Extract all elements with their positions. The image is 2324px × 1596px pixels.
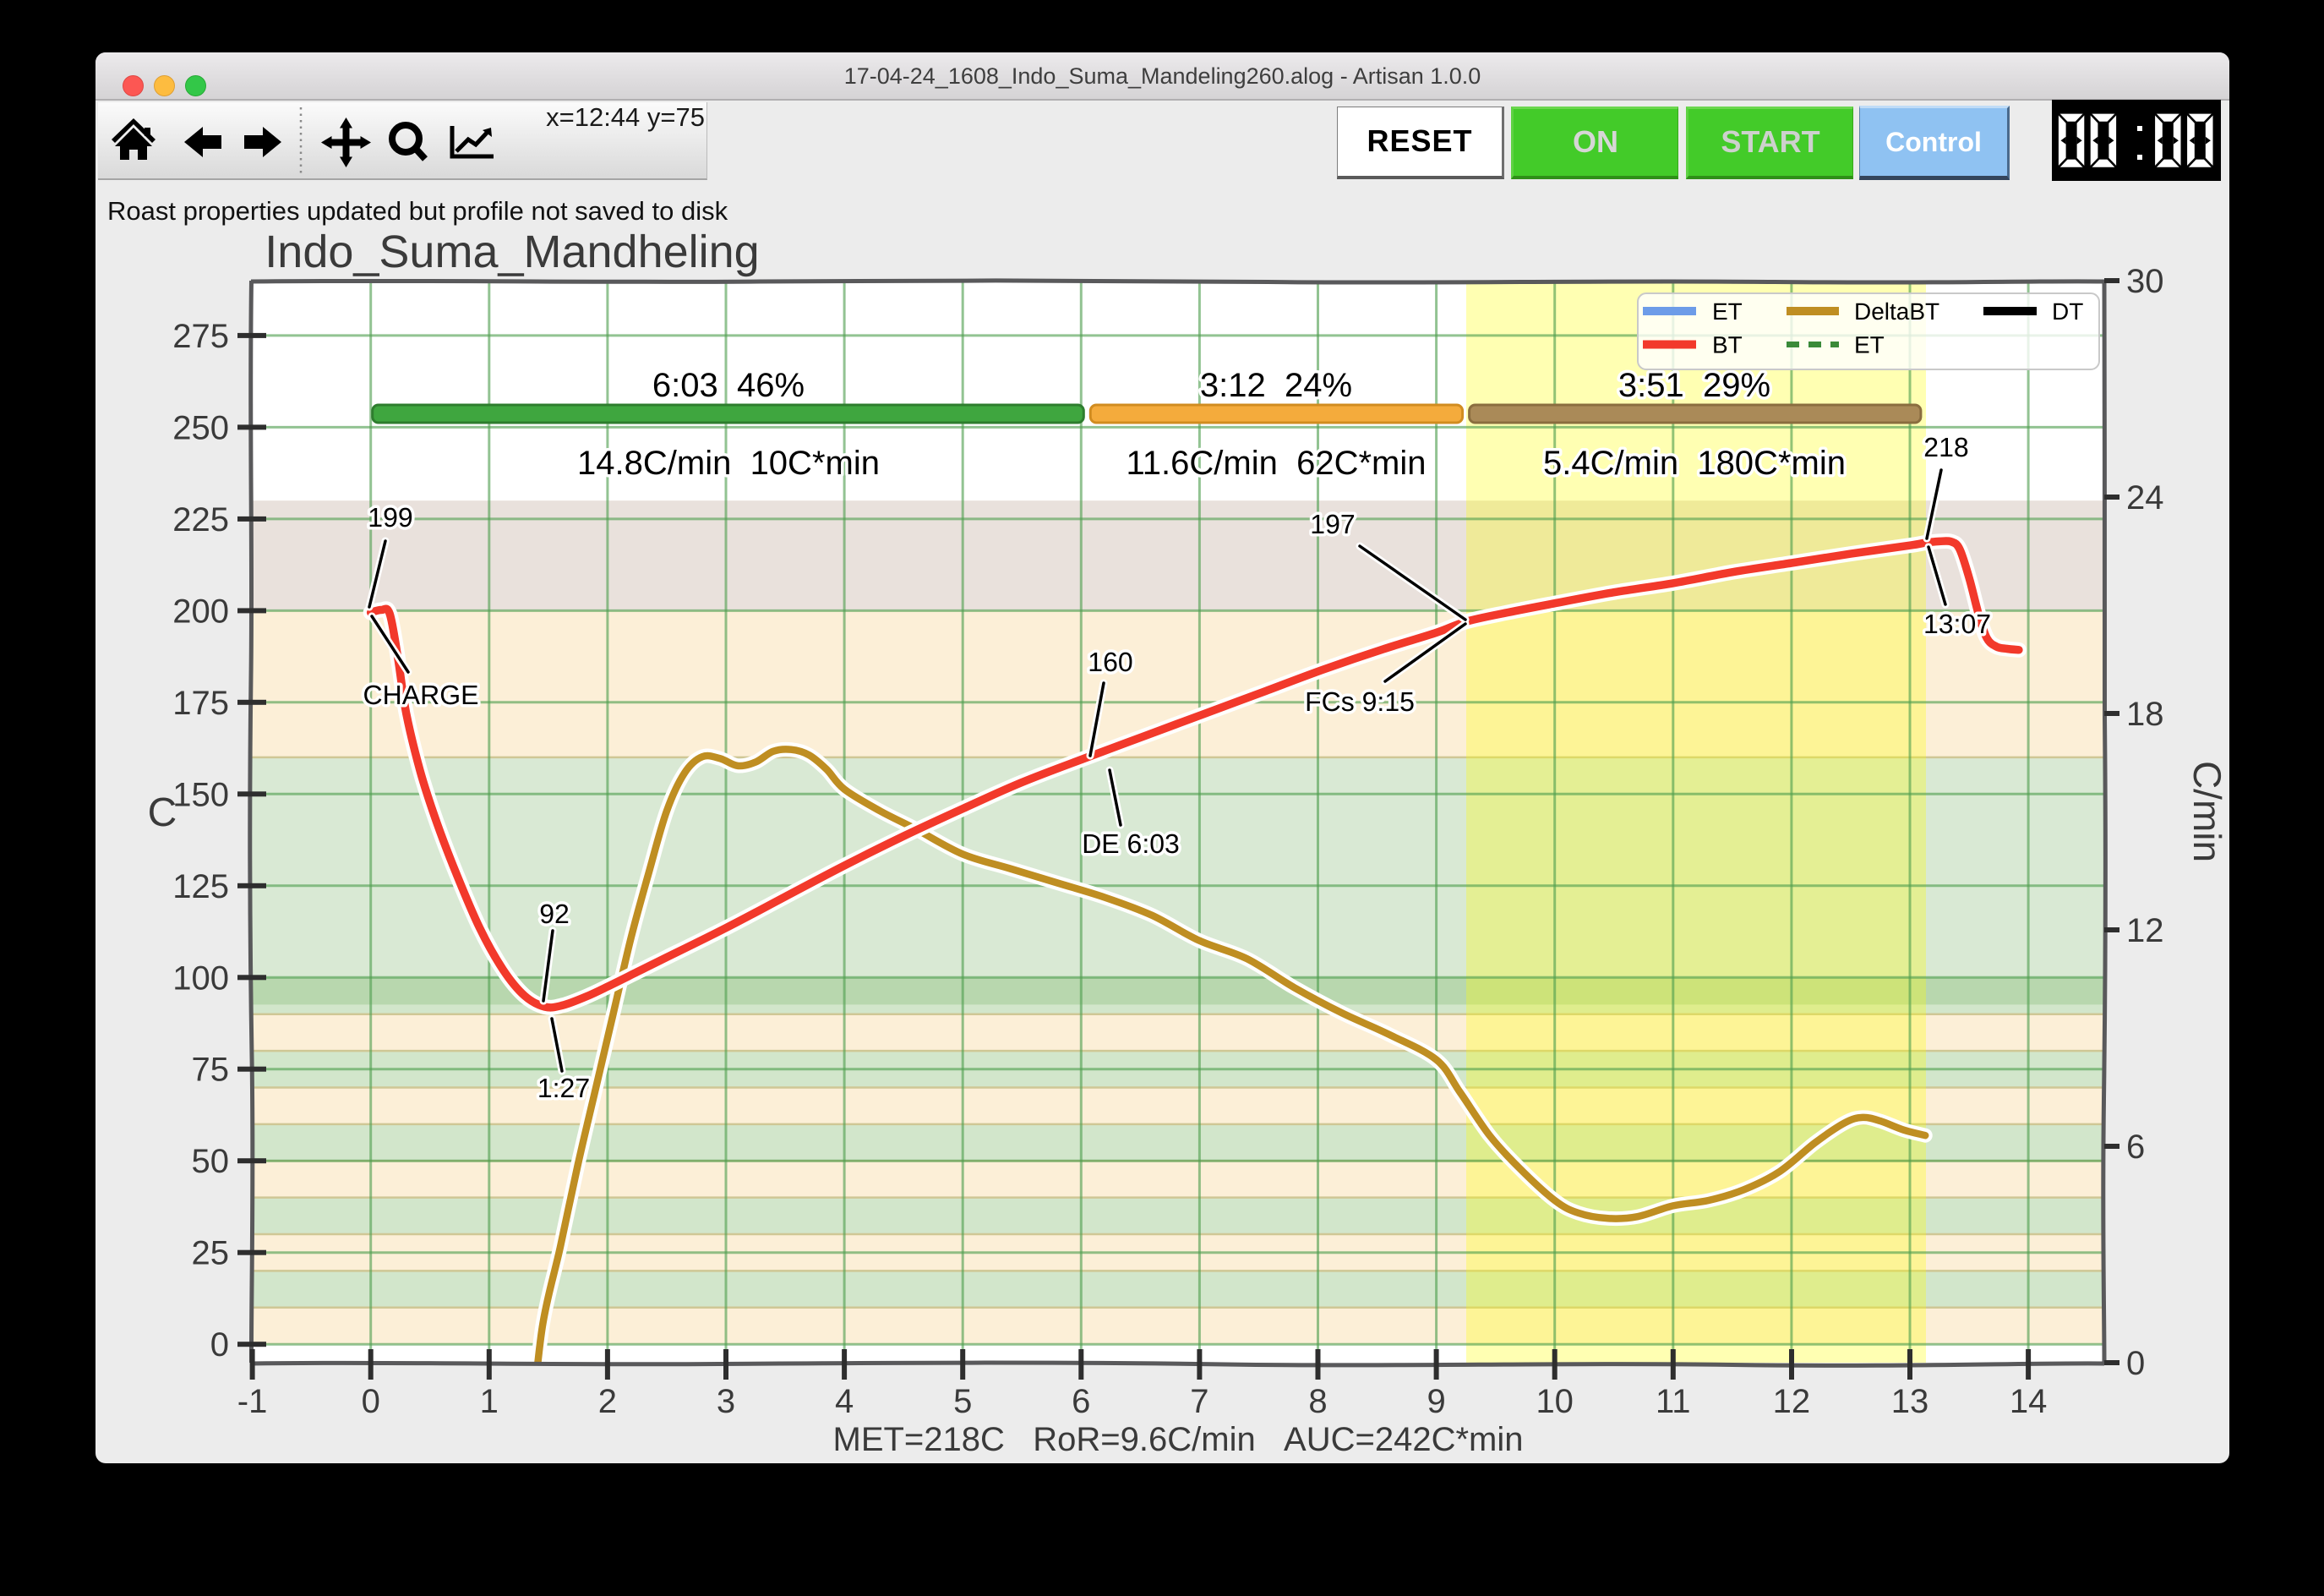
svg-text:ET: ET bbox=[1854, 332, 1885, 358]
svg-text:5.4C/min 180C*min: 5.4C/min 180C*min bbox=[1543, 445, 1846, 482]
svg-text:6:03 46%: 6:03 46% bbox=[652, 367, 805, 404]
svg-text:3:12 24%: 3:12 24% bbox=[1200, 367, 1352, 404]
svg-text:1:27: 1:27 bbox=[537, 1073, 590, 1103]
svg-text:C/min: C/min bbox=[2185, 761, 2229, 862]
svg-text:0: 0 bbox=[210, 1326, 229, 1364]
svg-text:200: 200 bbox=[172, 593, 229, 630]
svg-text:6: 6 bbox=[2126, 1129, 2145, 1166]
svg-text:3: 3 bbox=[717, 1383, 735, 1420]
svg-text:12: 12 bbox=[2126, 912, 2164, 949]
svg-text:DT: DT bbox=[2052, 298, 2083, 325]
svg-text:18: 18 bbox=[2126, 696, 2164, 733]
svg-text:1: 1 bbox=[480, 1383, 499, 1420]
svg-text:6: 6 bbox=[1072, 1383, 1090, 1420]
svg-text:125: 125 bbox=[172, 868, 229, 905]
svg-text:14.8C/min 10C*min: 14.8C/min 10C*min bbox=[577, 445, 880, 482]
svg-text:10: 10 bbox=[1536, 1383, 1574, 1420]
svg-text:199: 199 bbox=[368, 502, 412, 533]
svg-text:160: 160 bbox=[1088, 647, 1132, 677]
svg-text:14: 14 bbox=[2010, 1383, 2048, 1420]
svg-text:225: 225 bbox=[172, 501, 229, 538]
svg-text:CHARGE: CHARGE bbox=[363, 680, 479, 710]
svg-text:13: 13 bbox=[1891, 1383, 1929, 1420]
svg-text:175: 175 bbox=[172, 685, 229, 722]
svg-text:50: 50 bbox=[192, 1143, 230, 1180]
svg-text:92: 92 bbox=[539, 899, 570, 929]
svg-text:9: 9 bbox=[1427, 1383, 1445, 1420]
svg-text:Indo_Suma_Mandheling: Indo_Suma_Mandheling bbox=[265, 227, 759, 277]
svg-text:100: 100 bbox=[172, 959, 229, 997]
svg-text:4: 4 bbox=[835, 1383, 854, 1420]
svg-text:8: 8 bbox=[1308, 1383, 1327, 1420]
svg-text:150: 150 bbox=[172, 776, 229, 813]
svg-text:FCs 9:15: FCs 9:15 bbox=[1305, 686, 1415, 717]
svg-text:12: 12 bbox=[1773, 1383, 1811, 1420]
svg-text:ET: ET bbox=[1712, 298, 1743, 325]
svg-text:2: 2 bbox=[598, 1383, 617, 1420]
svg-text:218: 218 bbox=[1923, 432, 1968, 462]
svg-text:C: C bbox=[148, 790, 177, 835]
svg-text:DE 6:03: DE 6:03 bbox=[1082, 828, 1180, 859]
svg-text:75: 75 bbox=[192, 1052, 230, 1089]
svg-text:5: 5 bbox=[953, 1383, 972, 1420]
svg-text:MET=218C RoR=9.6C/min AUC=: MET=218C RoR=9.6C/min AUC=242C*min bbox=[833, 1421, 1524, 1458]
svg-text:DeltaBT: DeltaBT bbox=[1854, 298, 1939, 325]
svg-text:24: 24 bbox=[2126, 479, 2164, 517]
svg-text:-1: -1 bbox=[237, 1383, 268, 1420]
svg-text:7: 7 bbox=[1190, 1383, 1208, 1420]
svg-text:BT: BT bbox=[1712, 332, 1743, 358]
svg-text:11.6C/min 62C*min: 11.6C/min 62C*min bbox=[1127, 445, 1427, 482]
svg-text:250: 250 bbox=[172, 409, 229, 446]
svg-text:25: 25 bbox=[192, 1235, 230, 1272]
svg-text:3:51 29%: 3:51 29% bbox=[1618, 367, 1770, 404]
svg-text:197: 197 bbox=[1310, 509, 1355, 539]
svg-text:30: 30 bbox=[2126, 263, 2164, 300]
svg-text:0: 0 bbox=[2126, 1345, 2145, 1382]
svg-text:13:07: 13:07 bbox=[1923, 609, 1991, 639]
svg-text:11: 11 bbox=[1656, 1383, 1691, 1420]
svg-text:0: 0 bbox=[362, 1383, 380, 1420]
svg-text:275: 275 bbox=[172, 318, 229, 355]
